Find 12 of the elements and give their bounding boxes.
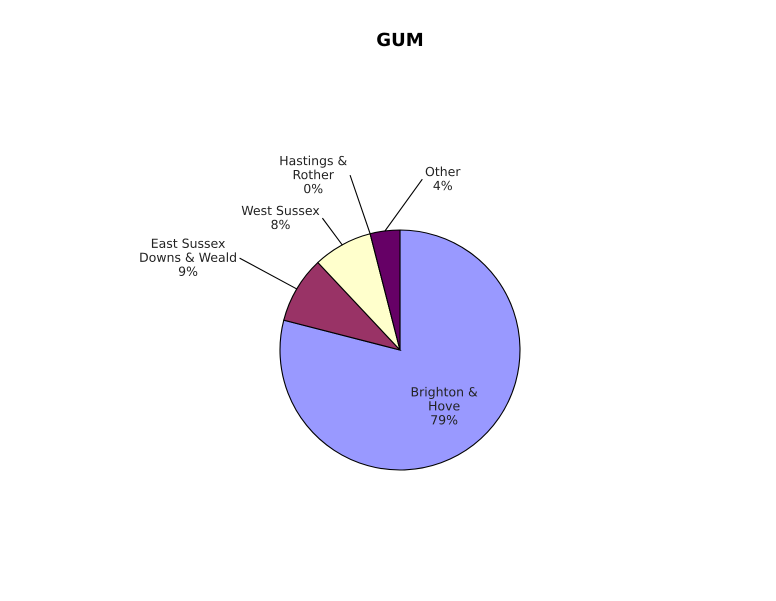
- slice-label: West Sussex: [242, 206, 320, 216]
- pie-slice: [279, 229, 521, 471]
- slice-label: Brighton & Hove: [412, 386, 478, 411]
- category-label: Hastings & Rother: [280, 156, 347, 180]
- data-label: 4%: [433, 180, 452, 190]
- slice-label: East Sussex Downs & Weald: [140, 238, 236, 262]
- chart-title: GUM: [377, 32, 422, 46]
- data-label: 9%: [178, 266, 198, 276]
- slice-label: Other: [426, 166, 460, 176]
- data-label: 79%: [431, 415, 458, 425]
- data-label: 8%: [271, 220, 290, 230]
- text: 0%: [304, 184, 322, 194]
